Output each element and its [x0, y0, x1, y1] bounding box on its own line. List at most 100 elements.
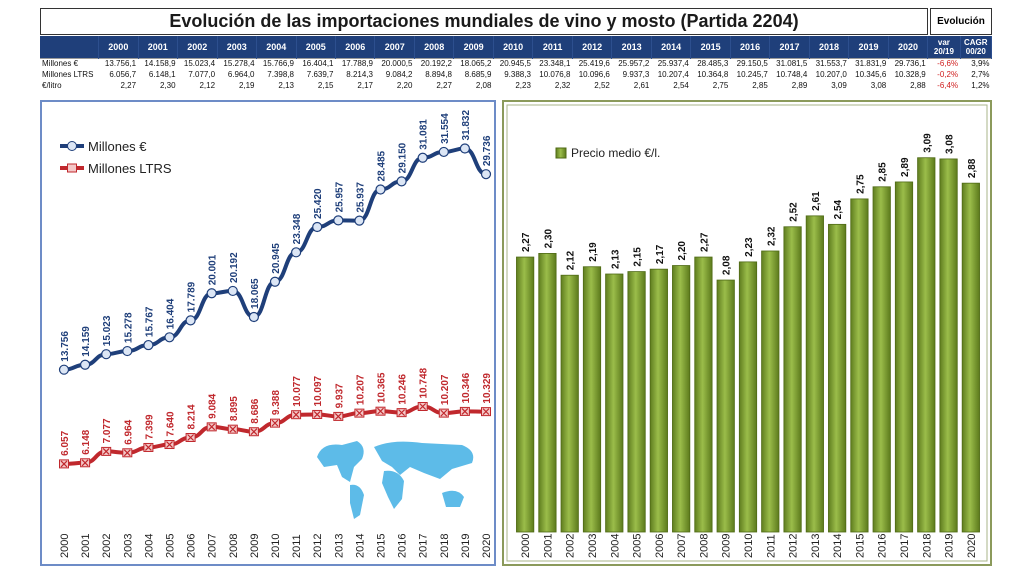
cagr-cell: 2,7%: [971, 70, 990, 79]
bar: [917, 157, 936, 533]
marker-cross: [482, 408, 490, 416]
bar: [672, 265, 691, 533]
table-cell: 25.937,4: [651, 57, 691, 69]
evolucion-header: Evolución: [930, 8, 992, 35]
table-cell: 2,30: [159, 81, 176, 90]
line-chart-panel: 2000 2001 2002 2003 2004 2005 2006 2007 2008 2009…: [40, 100, 496, 566]
bar-chart: 2,27 2000 2,30 2001 2,12 2002 2,19 2003 2,13 2004…: [506, 104, 988, 562]
year-header: 2014: [651, 36, 692, 58]
marker-cross: [102, 447, 110, 455]
marker-cross: [208, 423, 216, 431]
year-header: 2013: [611, 36, 652, 58]
data-label: 31.081: [419, 119, 430, 150]
table-row: €/litro 2,27 2,30 2,12 2,19 2,13 2,15 2,17 2,20 2…: [40, 80, 992, 91]
data-label: 8.686: [250, 398, 261, 423]
data-point: [354, 215, 365, 226]
year-header: 2015: [690, 36, 731, 58]
year-header: 2001: [138, 36, 179, 58]
data-label: 10.346: [461, 372, 472, 403]
data-point: [270, 418, 280, 428]
bar: [761, 250, 780, 533]
data-label: 6.148: [81, 429, 92, 454]
data-label: 15.278: [123, 312, 134, 343]
bar: [582, 266, 602, 533]
x-tick-label: 2000: [59, 534, 71, 558]
data-point: [185, 315, 196, 326]
data-label: 3,08: [945, 134, 956, 154]
data-point: [333, 411, 344, 421]
bar: [694, 256, 713, 533]
table-cell: 20.192,2: [414, 57, 454, 69]
table-cell: 2,12: [199, 81, 216, 90]
x-tick-label: 2003: [587, 534, 599, 558]
table-cell: 10.076,8: [539, 70, 571, 79]
bar: [605, 273, 624, 533]
bar: [538, 253, 557, 533]
data-point: [417, 152, 428, 163]
year-header: 2000: [98, 36, 139, 58]
row-label: Millones LTRS: [42, 70, 94, 79]
table-cell: 15.278,4: [217, 57, 257, 69]
data-label: 15.767: [144, 306, 155, 337]
data-label: 2,54: [833, 199, 844, 219]
table-cell: 7.639,7: [306, 70, 334, 79]
data-point: [122, 345, 133, 357]
marker-cross: [398, 409, 406, 417]
data-label: 25.420: [313, 188, 324, 219]
table-cell: 2,27: [120, 81, 137, 90]
var-cell: -0,2%: [937, 70, 959, 79]
year-header: 2016: [730, 36, 771, 58]
x-tick-label: 2004: [143, 534, 155, 558]
table-cell: 2,17: [357, 81, 373, 90]
table-cell: 31.553,7: [809, 57, 849, 69]
data-label: 2,75: [855, 174, 866, 194]
bar: [649, 268, 668, 533]
x-tick-label: 2005: [165, 534, 177, 558]
x-tick-label: 2011: [765, 534, 777, 558]
data-label: 10.246: [398, 374, 409, 405]
data-label: 10.329: [482, 373, 493, 404]
page-title: Evolución de las importaciones mundiales…: [169, 11, 799, 31]
data-label: 2,85: [878, 162, 889, 182]
table-cell: 10.245,7: [736, 70, 768, 79]
data-label: 6.964: [123, 419, 134, 444]
x-tick-label: 2004: [609, 534, 621, 558]
table-cell: 9.937,3: [622, 70, 650, 79]
x-tick-label: 2007: [676, 534, 688, 558]
bar: [850, 198, 869, 533]
x-tick-label: 2007: [207, 534, 219, 558]
world-map-icon: [317, 441, 474, 519]
table-cell: 2,89: [791, 81, 808, 90]
data-point: [185, 432, 196, 442]
bar: [516, 256, 535, 533]
year-header: 2003: [217, 36, 258, 58]
page-title-box: Evolución de las importaciones mundiales…: [40, 8, 928, 35]
x-tick-label: 2014: [354, 534, 366, 558]
bar: [894, 181, 914, 533]
data-label: 2,13: [610, 249, 621, 269]
data-label: 2,52: [789, 202, 800, 222]
x-tick-label: 2012: [312, 534, 324, 558]
x-tick-label: 2012: [788, 534, 800, 558]
data-point: [481, 407, 491, 417]
x-tick-label: 2003: [122, 534, 134, 558]
table-cell: 6.056,7: [109, 70, 137, 79]
marker-cross: [187, 434, 195, 441]
row-label: Millones €: [40, 57, 99, 69]
table-cell: 3,08: [870, 81, 887, 90]
data-point: [333, 215, 344, 226]
data-point: [438, 146, 449, 158]
table-cell: 3,09: [831, 81, 847, 90]
data-point: [58, 364, 70, 375]
table-cell: 16.404,1: [296, 57, 336, 69]
x-tick-label: 2010: [743, 534, 755, 558]
data-label: 10.207: [355, 374, 366, 405]
data-point: [396, 176, 407, 187]
data-label: 2,88: [967, 158, 978, 178]
table-cell: 10.207,0: [815, 70, 847, 79]
table-row: Millones LTRS 6.056,7 6.148,1 7.077,0 6.964,…: [40, 69, 992, 80]
data-label: 20.001: [208, 254, 219, 285]
data-label: 8.214: [187, 404, 198, 429]
data-label: 9.388: [271, 390, 282, 415]
table-header-row: 2000 2001 2002 2003 2004 2005 2006 2007 2008 2009…: [40, 36, 993, 58]
